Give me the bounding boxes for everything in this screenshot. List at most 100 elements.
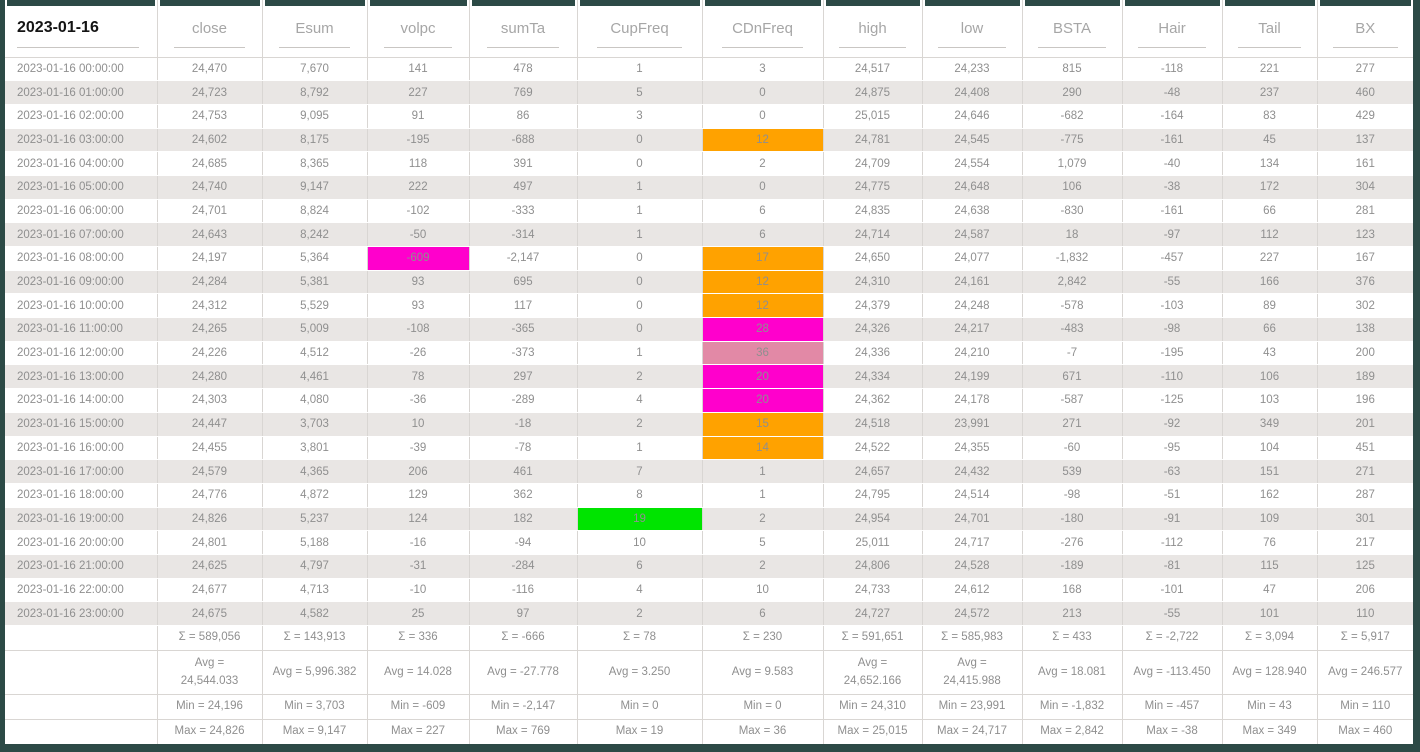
column-header-low[interactable]: low: [922, 0, 1023, 58]
cell-low: 24,210: [922, 341, 1023, 366]
cell-close: 24,226: [157, 341, 263, 366]
cell-timestamp: 2023-01-16 14:00:00: [5, 388, 158, 413]
cell-sumta: 97: [469, 601, 578, 626]
cell-cdnfreq: 1: [702, 483, 824, 508]
summary-max-bsta: Max = 2,842: [1022, 719, 1123, 744]
cell-sumta: 461: [469, 459, 578, 484]
cell-esum: 4,365: [262, 459, 368, 484]
cell-tail: 106: [1222, 364, 1318, 390]
cell-tail: 221: [1222, 57, 1318, 82]
cell-bx: 196: [1317, 388, 1413, 413]
summary-max-sumta: Max = 769: [469, 719, 578, 744]
summary-min-tail: Min = 43: [1222, 694, 1318, 720]
cell-close: 24,625: [157, 554, 263, 579]
cell-timestamp: 2023-01-16 11:00:00: [5, 317, 158, 342]
cell-timestamp: 2023-01-16 05:00:00: [5, 175, 158, 200]
column-header-close[interactable]: close: [157, 0, 263, 58]
cell-volpc: 227: [367, 80, 470, 105]
column-header-bsta[interactable]: BSTA: [1022, 0, 1123, 58]
summary-max-volpc: Max = 227: [367, 719, 470, 744]
column-header-hair[interactable]: Hair: [1122, 0, 1223, 58]
summary-max-cupfreq: Max = 19: [577, 719, 703, 744]
summary-row-sum: Σ = 589,056 Σ = 143,913 Σ = 336 Σ = -666 Σ =…: [5, 625, 1413, 651]
cell-low: 24,648: [922, 175, 1023, 200]
summary-max-hair: Max = -38: [1122, 719, 1223, 744]
table-row: 2023-01-16 00:00:00 24,470 7,670 141 478 1 3 24…: [5, 57, 1413, 82]
cell-bx: 125: [1317, 554, 1413, 579]
cell-low: 24,717: [922, 530, 1023, 555]
cell-tail: 349: [1222, 412, 1318, 437]
cell-cupfreq: 5: [577, 80, 703, 105]
table-row: 2023-01-16 10:00:00 24,312 5,529 93 117 0 12 24…: [5, 293, 1413, 319]
cell-cupfreq: 1: [577, 57, 703, 82]
summary-avg-low: Avg = 24,415.988: [922, 650, 1023, 695]
cell-cdnfreq-highlighted-orange: 12: [702, 293, 824, 319]
table-row: 2023-01-16 21:00:00 24,625 4,797 -31 -284 6 2 2…: [5, 554, 1413, 579]
cell-esum: 5,188: [262, 530, 368, 555]
date-filter-header[interactable]: 2023-01-16: [5, 0, 158, 58]
summary-sum-hair: Σ = -2,722: [1122, 625, 1223, 651]
cell-cupfreq: 1: [577, 341, 703, 366]
summary-avg-hair: Avg = -113.450: [1122, 650, 1223, 695]
cell-cupfreq: 4: [577, 578, 703, 603]
cell-high: 24,714: [823, 222, 923, 247]
cell-cdnfreq: 1: [702, 459, 824, 484]
table-row: 2023-01-16 20:00:00 24,801 5,188 -16 -94 10 5 2…: [5, 530, 1413, 555]
cell-bsta: 18: [1022, 222, 1123, 247]
cell-timestamp: 2023-01-16 21:00:00: [5, 554, 158, 579]
summary-max-tail: Max = 349: [1222, 719, 1318, 744]
table-row: 2023-01-16 11:00:00 24,265 5,009 -108 -365 0 2…: [5, 317, 1413, 342]
cell-bsta: 671: [1022, 364, 1123, 390]
cell-volpc: 124: [367, 507, 470, 532]
cell-tail: 66: [1222, 199, 1318, 224]
table-row: 2023-01-16 14:00:00 24,303 4,080 -36 -289 4 20…: [5, 388, 1413, 413]
cell-bx: 206: [1317, 578, 1413, 603]
column-header-bx[interactable]: BX: [1317, 0, 1413, 58]
cell-high: 24,781: [823, 128, 923, 153]
cell-sumta: 297: [469, 364, 578, 390]
cell-cdnfreq: 2: [702, 507, 824, 532]
table-header: 2023-01-16 close Esum volpc sumTa CupFreq CDn…: [5, 0, 1413, 58]
cell-hair: -161: [1122, 128, 1223, 153]
cell-cupfreq: 0: [577, 128, 703, 153]
cell-hair: -38: [1122, 175, 1223, 200]
cell-close: 24,447: [157, 412, 263, 437]
cell-low: 24,233: [922, 57, 1023, 82]
cell-close: 24,602: [157, 128, 263, 153]
column-header-cupfreq[interactable]: CupFreq: [577, 0, 703, 58]
summary-sum-volpc: Σ = 336: [367, 625, 470, 651]
cell-bsta: 213: [1022, 601, 1123, 626]
cell-high: 24,709: [823, 151, 923, 176]
cell-cupfreq: 0: [577, 246, 703, 271]
cell-low: 24,161: [922, 270, 1023, 295]
cell-sumta: -333: [469, 199, 578, 224]
cell-cdnfreq: 0: [702, 80, 824, 105]
cell-close: 24,826: [157, 507, 263, 532]
cell-hair: -81: [1122, 554, 1223, 579]
cell-sumta: 497: [469, 175, 578, 200]
cell-esum: 8,792: [262, 80, 368, 105]
column-header-tail[interactable]: Tail: [1222, 0, 1318, 58]
column-header-high[interactable]: high: [823, 0, 923, 58]
table-row: 2023-01-16 22:00:00 24,677 4,713 -10 -116 4 10…: [5, 578, 1413, 603]
cell-cdnfreq: 0: [702, 104, 824, 129]
cell-cdnfreq: 6: [702, 222, 824, 247]
cell-sumta: 362: [469, 483, 578, 508]
cell-volpc: -108: [367, 317, 470, 342]
cell-sumta: 86: [469, 104, 578, 129]
cell-sumta: -116: [469, 578, 578, 603]
column-header-sumta[interactable]: sumTa: [469, 0, 578, 58]
column-header-volpc[interactable]: volpc: [367, 0, 470, 58]
cell-high: 24,517: [823, 57, 923, 82]
column-header-esum[interactable]: Esum: [262, 0, 368, 58]
column-header-cdnfreq[interactable]: CDnFreq: [702, 0, 824, 58]
summary-cell-blank: [5, 625, 158, 651]
summary-avg-tail: Avg = 128.940: [1222, 650, 1318, 695]
cell-volpc: -10: [367, 578, 470, 603]
cell-tail: 45: [1222, 128, 1318, 153]
cell-low: 24,217: [922, 317, 1023, 342]
cell-timestamp: 2023-01-16 01:00:00: [5, 80, 158, 105]
cell-hair: -457: [1122, 246, 1223, 271]
cell-high: 25,015: [823, 104, 923, 129]
cell-bx: 277: [1317, 57, 1413, 82]
